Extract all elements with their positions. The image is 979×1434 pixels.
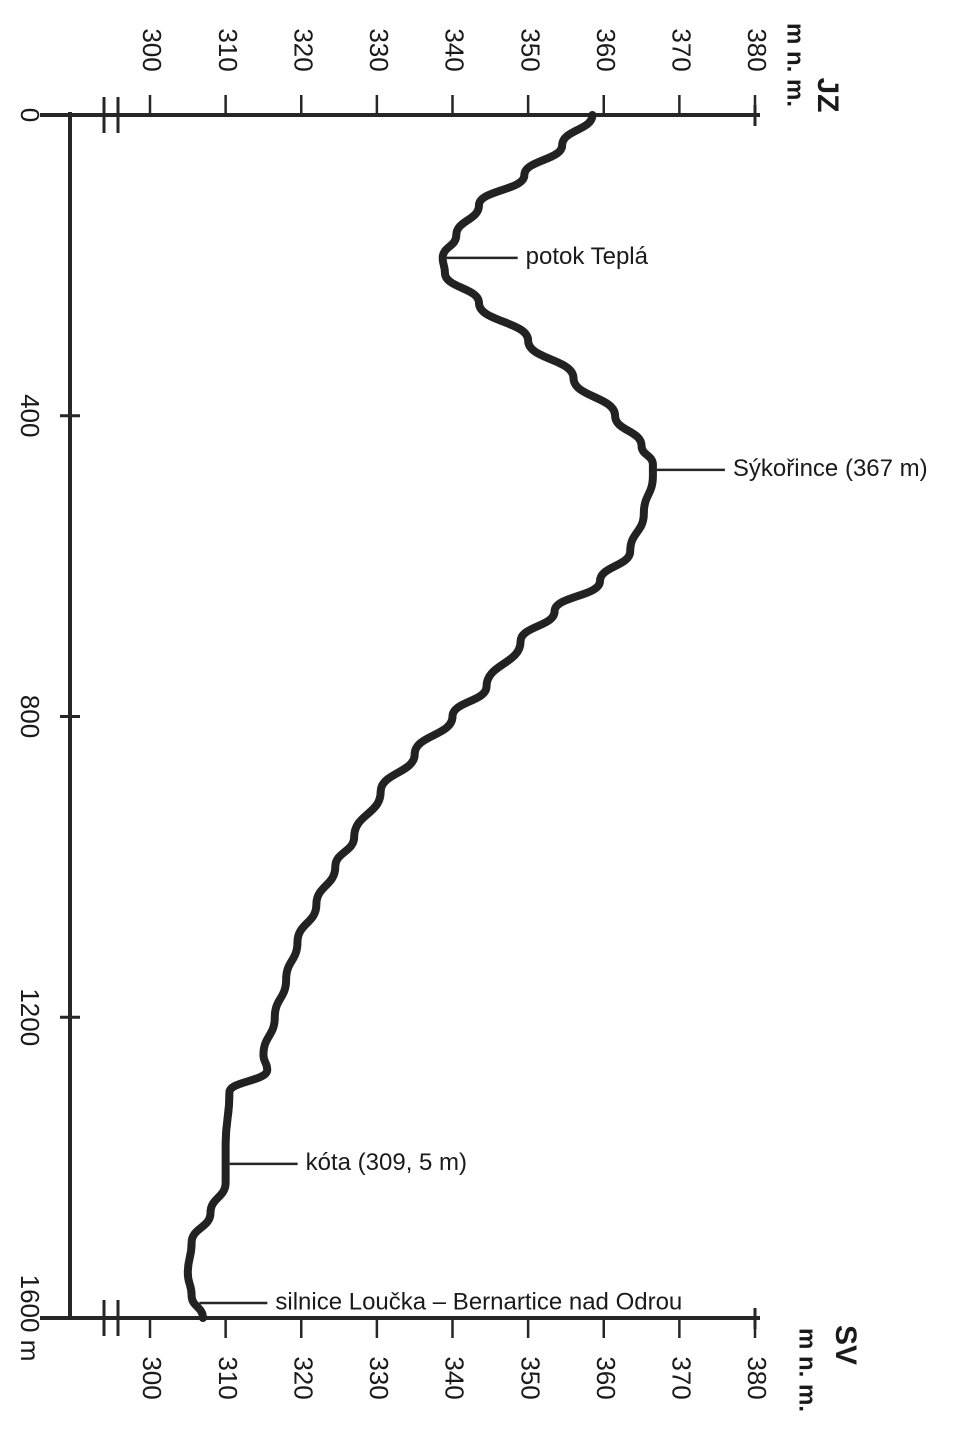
top-elevation-tick-label: 370 <box>667 28 697 71</box>
start-direction-label: JZ <box>811 77 844 112</box>
end-direction-label: SV <box>829 1325 862 1365</box>
top-elevation-tick-label: 380 <box>742 28 772 71</box>
top-elevation-tick-label: 320 <box>288 28 318 71</box>
bottom-elevation-tick-label: 320 <box>288 1356 318 1399</box>
top-elevation-ticks: 300 310 320 330 340 350 360 370 380 <box>137 28 772 115</box>
distance-tick-label: 1200 <box>15 988 45 1046</box>
top-elevation-tick-label: 350 <box>515 28 545 71</box>
bottom-elevation-tick-label: 360 <box>591 1356 621 1399</box>
bottom-elevation-ticks: 300 310 320 330 340 350 360 370 380 <box>137 1318 772 1400</box>
annotation-label: silnice Loučka – Bernartice nad Odrou <box>275 1288 682 1315</box>
bottom-elevation-tick-label: 330 <box>364 1356 394 1399</box>
top-axis-break-mark <box>102 97 120 133</box>
top-unit-label: m n. m. <box>782 23 809 107</box>
top-elevation-tick-label: 300 <box>137 28 167 71</box>
top-elevation-tick-label: 340 <box>440 28 470 71</box>
bottom-axis-break-mark <box>102 1300 120 1336</box>
annotation-label: Sýkořince (367 m) <box>733 455 928 482</box>
distance-tick-label: 0 <box>15 108 45 122</box>
distance-tick-label: 400 <box>15 394 45 437</box>
top-elevation-tick-label: 330 <box>364 28 394 71</box>
bottom-elevation-tick-label: 340 <box>440 1356 470 1399</box>
annotations: potok Teplá Sýkořince (367 m) kóta (309, 5… <box>199 243 928 1315</box>
bottom-elevation-tick-label: 380 <box>742 1356 772 1399</box>
annotation-label: kóta (309, 5 m) <box>306 1149 467 1176</box>
distance-tick-label: 800 <box>15 695 45 738</box>
bottom-elevation-tick-label: 300 <box>137 1356 167 1399</box>
bottom-elevation-tick-label: 310 <box>213 1356 243 1399</box>
bottom-unit-label: m n. m. <box>794 1328 821 1412</box>
annotation-label: potok Teplá <box>526 243 649 270</box>
top-elevation-tick-label: 310 <box>213 28 243 71</box>
elevation-profile-line <box>183 111 657 1322</box>
bottom-elevation-tick-label: 350 <box>515 1356 545 1399</box>
bottom-elevation-tick-label: 370 <box>667 1356 697 1399</box>
top-elevation-tick-label: 360 <box>591 28 621 71</box>
